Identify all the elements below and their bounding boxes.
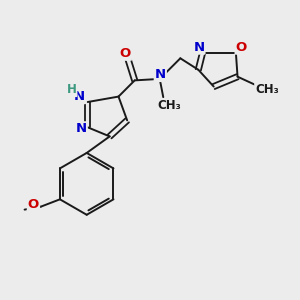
Text: N: N (76, 122, 87, 135)
Text: O: O (28, 198, 39, 211)
Text: O: O (236, 40, 247, 54)
Text: N: N (194, 40, 205, 54)
Text: CH₃: CH₃ (255, 83, 279, 96)
Text: N: N (155, 68, 166, 81)
Text: N: N (74, 90, 85, 103)
Text: H: H (67, 83, 76, 96)
Text: O: O (120, 47, 131, 60)
Text: CH₃: CH₃ (158, 99, 182, 112)
